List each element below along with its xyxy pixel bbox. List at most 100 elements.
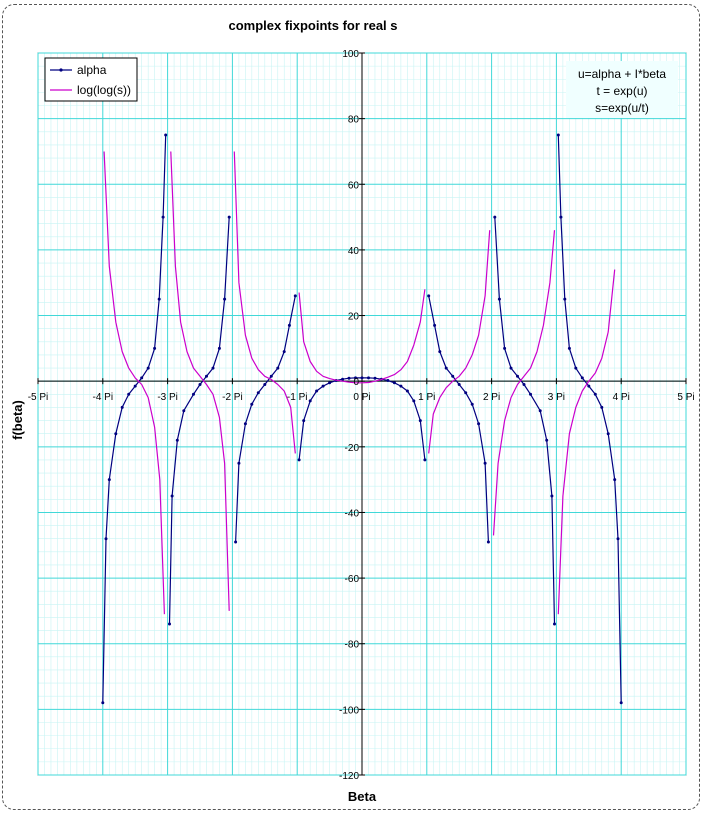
data-point	[493, 215, 497, 219]
data-point	[263, 383, 267, 386]
formula-line: t = exp(u)	[596, 84, 647, 98]
data-point	[373, 376, 377, 380]
data-point	[328, 381, 332, 385]
data-point	[293, 294, 297, 298]
data-point	[175, 438, 179, 442]
data-point	[616, 537, 620, 541]
data-point	[243, 422, 247, 426]
data-point	[341, 377, 345, 381]
data-point	[101, 701, 105, 705]
x-tick-label: 0 Pi	[353, 392, 370, 403]
data-point	[509, 366, 513, 370]
y-tick-label: -80	[345, 640, 360, 651]
y-tick-label: -20	[345, 443, 360, 454]
y-tick-label: 60	[348, 180, 360, 191]
data-point	[483, 461, 487, 465]
legend-label-loglogs: log(log(s))	[77, 83, 131, 97]
data-point	[315, 389, 319, 393]
data-point	[367, 376, 370, 380]
legend-label-alpha: alpha	[77, 63, 107, 77]
data-point	[423, 458, 427, 462]
y-tick-label: 80	[348, 115, 360, 126]
data-point	[182, 409, 186, 413]
data-point	[170, 494, 174, 498]
y-tick-label: 40	[348, 246, 360, 257]
legend-marker-alpha	[59, 68, 63, 72]
data-point	[433, 323, 437, 327]
data-point	[276, 366, 280, 370]
data-point	[516, 374, 519, 378]
data-point	[451, 374, 455, 378]
series-line-segment	[233, 151, 296, 454]
data-point	[438, 350, 442, 354]
data-point	[269, 374, 273, 378]
x-tick-label: -1 Pi	[287, 392, 308, 403]
x-tick-label: -3 Pi	[157, 392, 178, 403]
series-alpha	[101, 133, 623, 705]
series-line-segment	[170, 151, 230, 611]
legend: alpha log(log(s))	[44, 57, 138, 102]
data-point	[321, 384, 325, 388]
data-point	[164, 133, 168, 137]
data-point	[120, 405, 124, 409]
data-point	[234, 540, 238, 544]
data-point	[580, 376, 584, 380]
data-point	[619, 701, 623, 705]
data-point	[297, 458, 301, 462]
data-point	[600, 405, 604, 409]
data-point	[198, 383, 202, 386]
data-point	[217, 346, 221, 350]
data-point	[427, 294, 431, 298]
x-tick-label: 3 Pi	[548, 392, 565, 403]
series-line-segment	[298, 289, 426, 384]
series-line-segment	[428, 230, 491, 454]
data-point	[593, 392, 597, 396]
data-point	[140, 376, 144, 380]
y-tick-label: 20	[348, 312, 360, 323]
formula-line: u=alpha + I*beta	[578, 67, 666, 81]
data-point	[538, 409, 542, 413]
data-point	[347, 376, 351, 380]
data-point	[522, 383, 526, 386]
series-loglogs	[103, 151, 616, 615]
x-tick-label: 4 Pi	[613, 392, 630, 403]
data-point	[574, 366, 578, 370]
data-point	[405, 389, 409, 393]
data-point	[211, 366, 215, 370]
formula-box	[566, 61, 678, 118]
formula-annotation: u=alpha + I*beta t = exp(u) s=exp(u/t)	[566, 61, 678, 118]
chart-title: complex fixpoints for real s	[228, 18, 397, 33]
x-tick-label: 2 Pi	[483, 392, 500, 403]
y-tick-labels: 100 80 60 40 20 0 -20 -40 -60 -80 -100 -120	[339, 49, 359, 782]
data-point	[444, 366, 448, 370]
x-tick-label: -5 Pi	[28, 392, 49, 403]
y-tick-label: 100	[342, 49, 359, 60]
y-tick-label: -40	[345, 508, 360, 519]
data-point	[360, 376, 364, 380]
y-tick-label: -100	[339, 705, 359, 716]
series-line-segment	[492, 230, 556, 536]
legend-box	[44, 57, 138, 102]
data-point	[556, 133, 560, 137]
data-point	[250, 402, 254, 406]
series-line-segment	[103, 151, 165, 615]
data-point	[470, 402, 474, 406]
axes	[37, 52, 687, 776]
data-point	[497, 297, 501, 301]
data-point	[613, 478, 617, 482]
data-point	[256, 391, 260, 395]
y-tick-label: 0	[353, 377, 359, 388]
data-point	[308, 399, 312, 403]
data-point	[418, 419, 422, 423]
data-point	[104, 537, 108, 541]
data-point	[477, 422, 481, 426]
data-point	[529, 392, 532, 396]
data-point	[205, 374, 208, 378]
x-tick-label: 5 Pi	[677, 392, 694, 403]
data-point	[386, 379, 390, 382]
y-tick-label: -60	[345, 574, 360, 585]
data-point	[153, 346, 157, 350]
data-point	[157, 297, 161, 301]
data-point	[161, 215, 165, 219]
data-point	[192, 392, 195, 396]
